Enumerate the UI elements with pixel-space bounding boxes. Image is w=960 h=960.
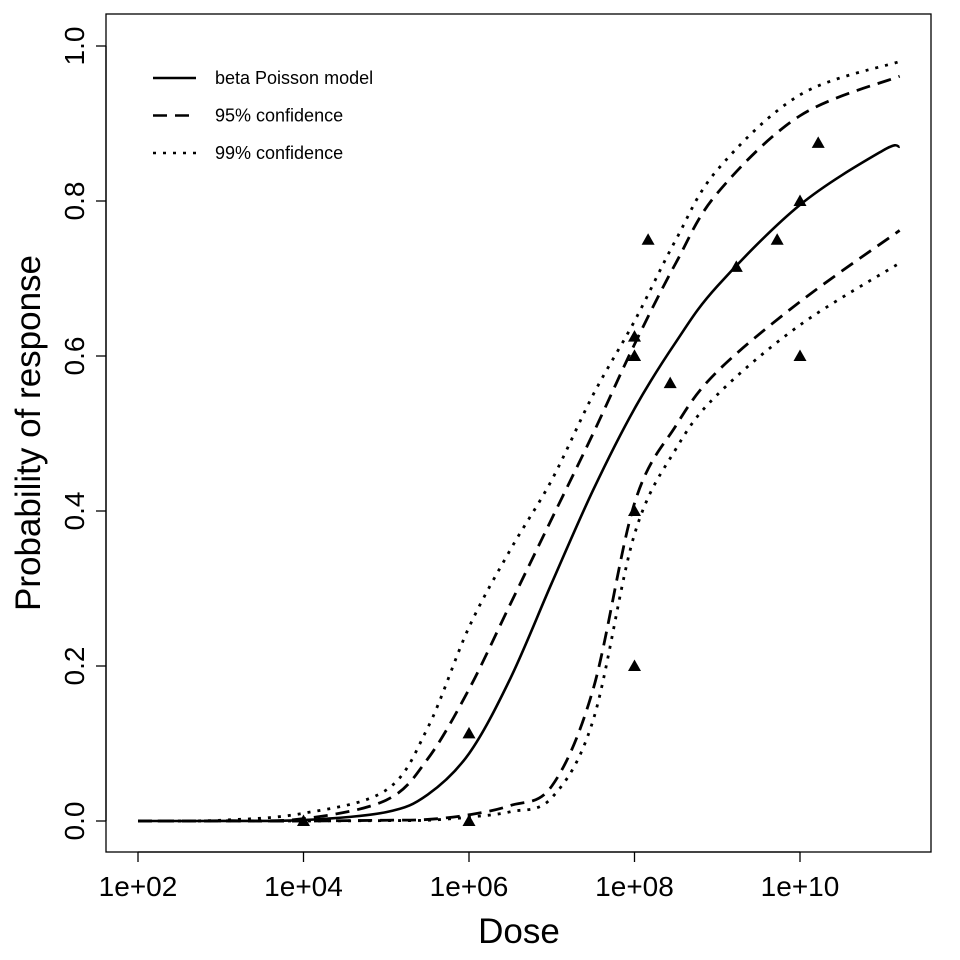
data-point [811,136,825,148]
curve-dashed-2 [138,229,901,823]
curve-solid-0 [137,143,900,823]
curve-dotted-4 [138,261,901,823]
legend-label: beta Poisson model [215,68,373,88]
x-tick-label: 1e+10 [761,871,840,902]
y-tick-label: 0.4 [59,492,90,531]
x-axis: 1e+02 1e+04 1e+06 1e+08 1e+10 [99,851,840,902]
data-point [793,194,807,206]
data-point [462,814,476,826]
data-point [462,726,476,739]
y-axis-label: Probability of response [9,255,48,611]
data-point [628,330,641,342]
data-points [297,136,825,826]
y-tick-label: 1.0 [59,27,90,66]
curve-dashed-1 [137,74,901,823]
plot-frame [105,13,932,853]
data-point [770,233,784,245]
data-point [729,260,743,272]
y-tick-label: 0.8 [59,182,90,221]
y-tick-label: 0.2 [59,647,90,686]
data-point [793,349,807,361]
legend: beta Poisson model 95% confidence 99% conf… [153,68,373,163]
curves [137,60,901,823]
x-axis-label: Dose [478,912,560,951]
data-point [628,659,641,671]
x-tick-label: 1e+04 [264,871,343,902]
data-point [628,504,641,516]
x-tick-label: 1e+02 [99,871,178,902]
y-tick-label: 0.6 [59,337,90,376]
legend-label: 95% confidence [215,106,343,126]
data-point [641,233,655,245]
data-point [297,814,310,826]
data-point [628,349,641,361]
y-axis: 0.0 0.2 0.4 0.6 0.8 1.0 [59,27,107,841]
data-point [663,376,677,389]
curve-dotted-3 [137,60,901,823]
legend-label: 99% confidence [215,143,343,163]
x-tick-label: 1e+08 [595,871,674,902]
y-tick-label: 0.0 [59,802,90,841]
x-tick-label: 1e+06 [430,871,509,902]
